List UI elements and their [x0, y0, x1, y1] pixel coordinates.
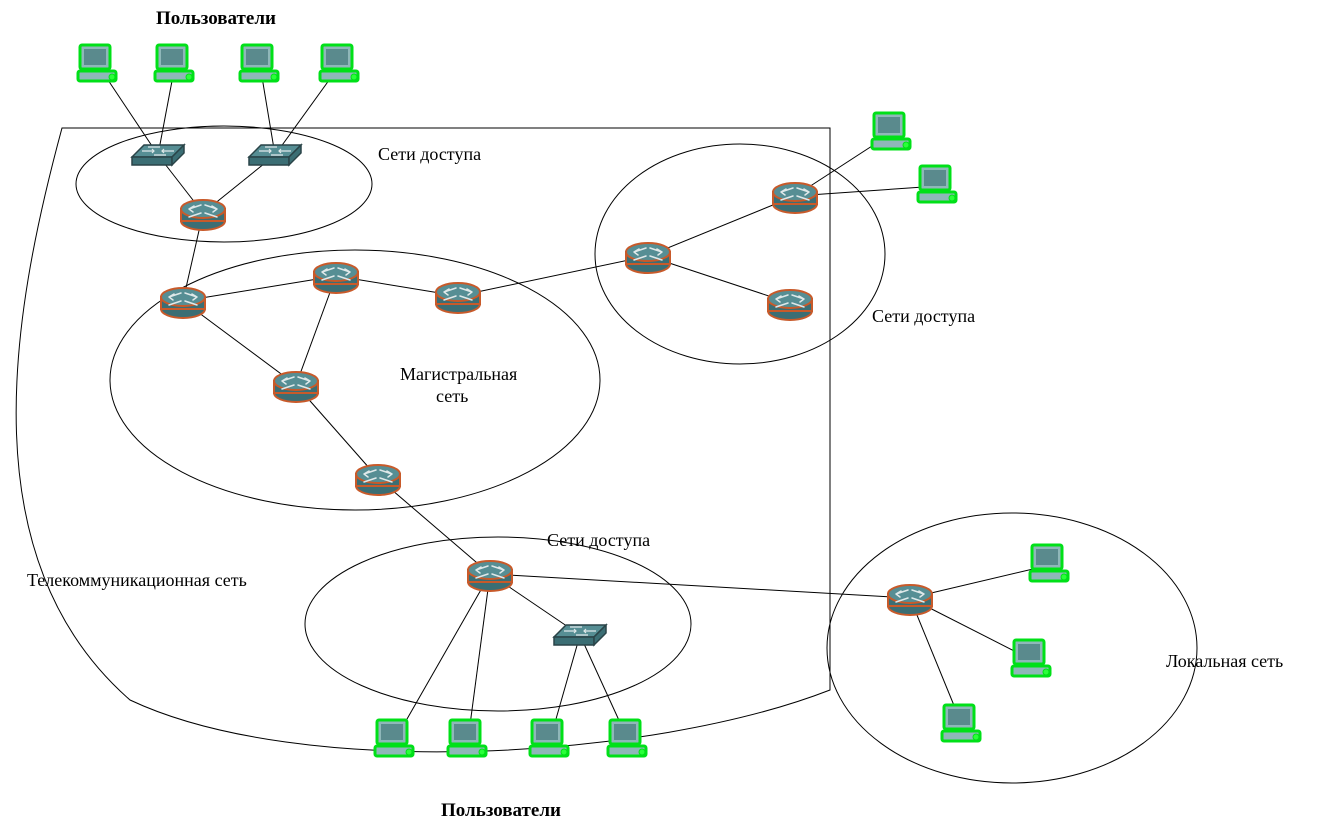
- lan-ellipse: [827, 513, 1197, 783]
- r-bb-3: [436, 283, 480, 313]
- r-ar-1: [626, 243, 670, 273]
- label-users_bot: Пользователи: [441, 800, 561, 822]
- pc-right-2: [918, 166, 956, 202]
- label-access_right: Сети доступа: [872, 306, 975, 327]
- label-lan: Локальная сеть: [1166, 651, 1283, 672]
- sw-top-1: [132, 145, 184, 165]
- r-bb-2: [314, 263, 358, 293]
- pc-right-1: [872, 113, 910, 149]
- link: [458, 256, 648, 296]
- r-ab: [468, 561, 512, 591]
- sw-top-2: [249, 145, 301, 165]
- link: [490, 574, 910, 598]
- pc-bot-3: [530, 720, 568, 756]
- r-bb-4: [274, 372, 318, 402]
- pc-bot-2: [448, 720, 486, 756]
- link: [395, 574, 490, 740]
- r-ar-2: [773, 183, 817, 213]
- label-access_top: Сети доступа: [378, 144, 481, 165]
- r-lan: [888, 585, 932, 615]
- pc-lan-2: [1012, 640, 1050, 676]
- pc-lan-1: [1030, 545, 1068, 581]
- pc-top-4: [320, 45, 358, 81]
- pc-bot-4: [608, 720, 646, 756]
- label-telecom: Телекоммуникационная сеть: [27, 570, 247, 591]
- label-users_top: Пользователи: [156, 8, 276, 30]
- pc-top-1: [78, 45, 116, 81]
- label-backbone_l1: Магистральная: [400, 364, 517, 385]
- link: [468, 574, 490, 740]
- r-bb-1: [161, 288, 205, 318]
- r-access-top: [181, 200, 225, 230]
- label-backbone_l2: сеть: [436, 386, 468, 407]
- r-bb-5: [356, 465, 400, 495]
- label-access_bottom: Сети доступа: [547, 530, 650, 551]
- diagram-canvas: [0, 0, 1326, 835]
- sw-bot: [554, 625, 606, 645]
- pc-lan-3: [942, 705, 980, 741]
- pc-top-3: [240, 45, 278, 81]
- pc-bot-1: [375, 720, 413, 756]
- r-ar-3: [768, 290, 812, 320]
- pc-top-2: [155, 45, 193, 81]
